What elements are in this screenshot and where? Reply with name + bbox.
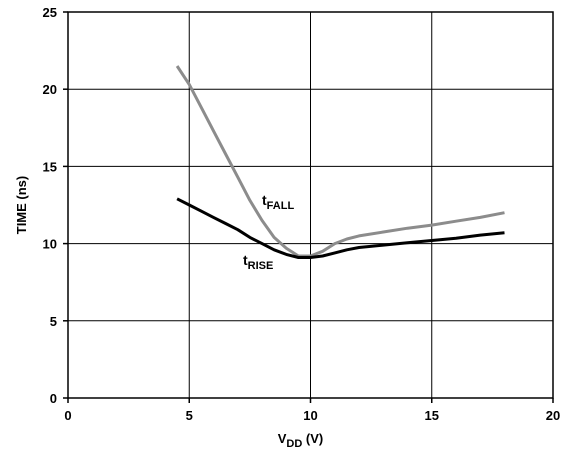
y-tick-label: 0 — [50, 391, 57, 406]
x-tick-label: 20 — [546, 408, 560, 423]
series-line-rise — [176, 197, 505, 259]
grid — [63, 11, 554, 403]
x-axis-title-main: V — [278, 431, 287, 446]
y-tick-label: 25 — [43, 5, 57, 20]
series-label-rise: tRISE — [243, 252, 273, 272]
x-axis-title-sub: DD — [286, 438, 302, 450]
series-group — [175, 65, 505, 259]
series-line-fall — [175, 65, 505, 258]
series-label-fall: tFALL — [262, 192, 294, 212]
y-axis-title: TIME (ns) — [14, 176, 29, 235]
y-tick-label: 20 — [43, 82, 57, 97]
y-tick-label: 15 — [43, 159, 57, 174]
x-tick-label: 10 — [303, 408, 317, 423]
plot-frame — [67, 11, 554, 399]
x-tick-label: 0 — [64, 408, 71, 423]
x-tick-label: 5 — [186, 408, 193, 423]
x-tick-label: 15 — [425, 408, 439, 423]
y-tick-label: 5 — [50, 314, 57, 329]
y-tick-label: 10 — [43, 237, 57, 252]
series-labels: tFALL tRISE — [243, 192, 294, 272]
x-axis-title: VDD (V) — [278, 431, 324, 450]
x-axis-title-suffix: (V) — [302, 431, 323, 446]
tick-labels: 0 5 10 15 20 0 5 10 15 20 25 — [43, 5, 561, 423]
